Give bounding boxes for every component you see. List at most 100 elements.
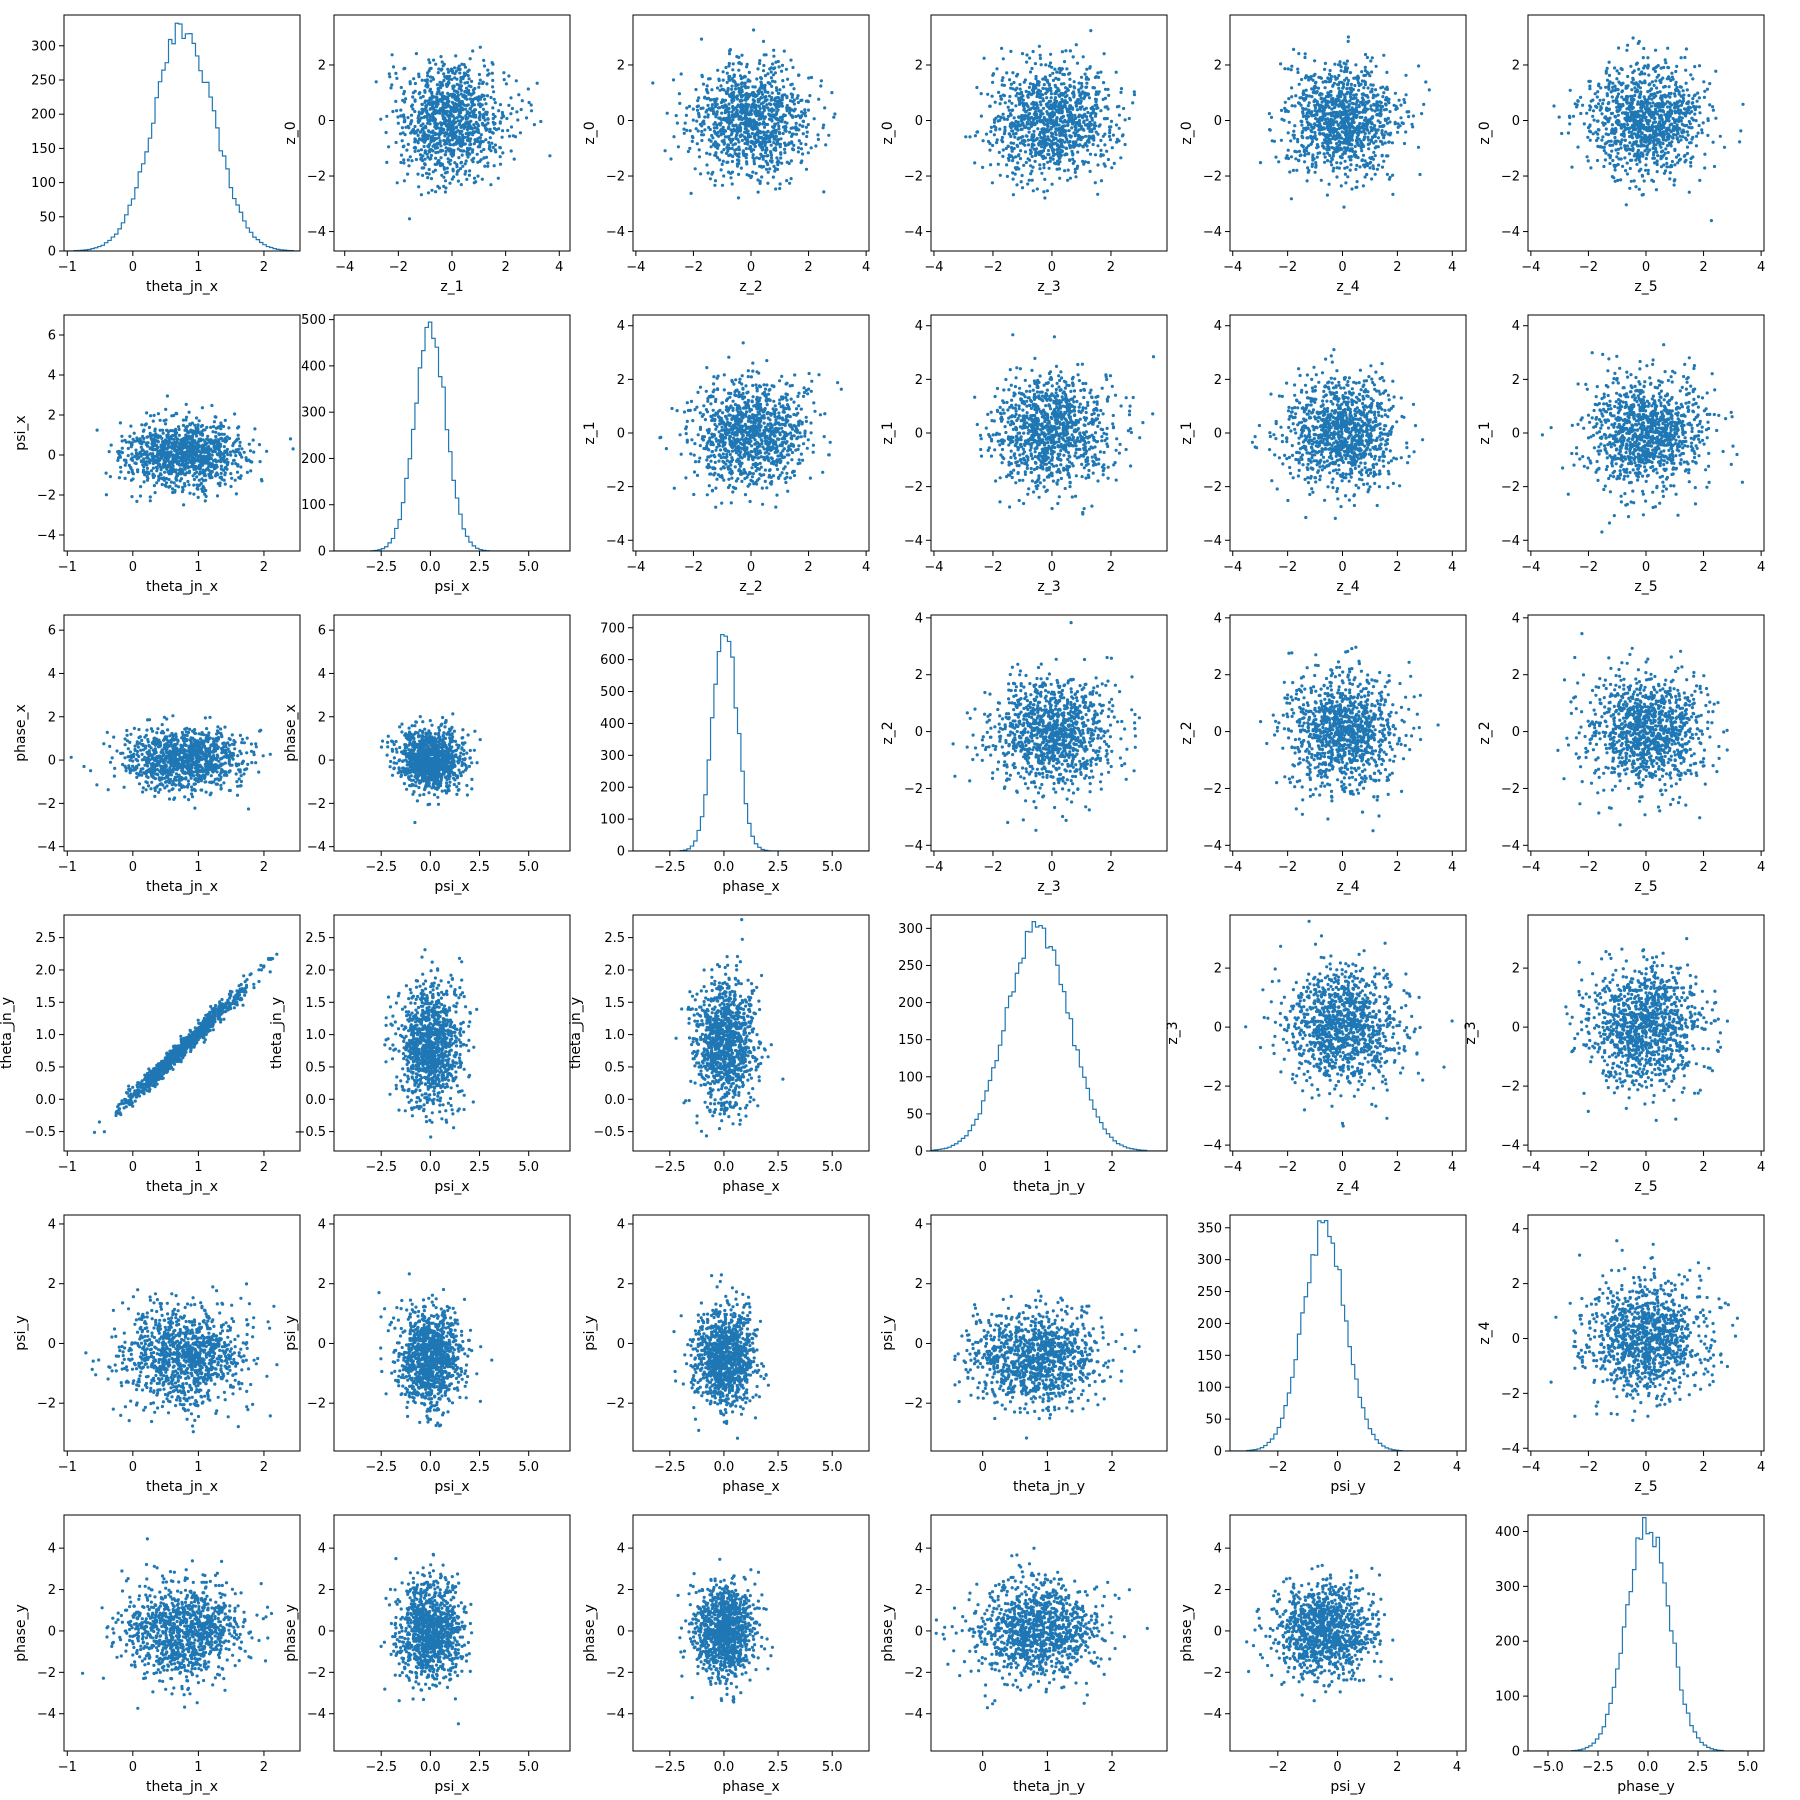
data-point [462,125,466,129]
data-point [807,76,811,80]
data-point [1059,102,1063,107]
data-point [709,145,713,149]
data-point [418,91,422,95]
data-point [1002,94,1007,98]
data-point [1611,143,1615,147]
data-point [1659,165,1664,169]
data-point [450,69,455,73]
data-point [428,157,432,161]
data-point [819,79,824,83]
data-point [735,108,739,112]
data-point [1286,148,1290,152]
data-point [1354,93,1358,97]
data-point [439,129,443,133]
data-point [1031,189,1035,193]
data-point [803,108,807,112]
data-point [724,104,729,109]
data-point [1681,96,1685,100]
data-point [1306,114,1310,119]
data-point [532,123,537,127]
data-point [1108,138,1112,142]
data-point [513,135,518,139]
data-point [719,84,723,88]
data-point [991,143,995,148]
data-point [682,131,686,135]
data-point [1089,114,1093,118]
data-point [997,90,1001,94]
data-point [763,74,768,78]
data-point [776,159,780,163]
data-point [1354,106,1358,110]
data-point [1642,46,1646,51]
data-point [1331,98,1335,102]
data-point [1356,78,1360,82]
data-point [509,96,513,100]
data-point [1009,134,1013,139]
data-point [1103,132,1107,136]
data-point [1024,160,1028,165]
data-point [455,141,459,145]
data-point [1068,176,1072,180]
data-point [1318,131,1322,135]
data-point [468,97,472,101]
data-point [1005,117,1010,121]
data-point [1020,186,1025,190]
data-point [456,66,460,70]
data-point [413,149,417,153]
data-point [1001,76,1005,80]
data-point [1296,101,1301,105]
data-point [407,164,411,168]
data-point [1341,124,1345,128]
data-point [548,154,552,158]
data-point [1364,122,1368,126]
data-point [504,82,508,86]
data-point [1085,67,1089,71]
data-point [752,159,756,163]
data-point [1033,117,1037,121]
data-point [491,85,495,89]
data-point [1061,114,1066,118]
data-point [694,87,698,92]
data-point [1368,161,1372,165]
data-point [1402,141,1407,146]
data-point [737,145,741,149]
data-point [1070,144,1074,148]
data-point [502,71,506,75]
data-point [1374,139,1378,143]
data-point [760,96,764,100]
data-point [725,90,729,95]
data-point [717,134,721,138]
data-point [817,97,821,101]
data-point [1369,59,1373,63]
data-point [1322,138,1327,142]
data-point [1330,163,1334,167]
data-point [710,133,714,138]
data-point [418,153,423,157]
data-point [1296,70,1300,75]
data-point [1024,134,1028,138]
data-point [975,130,979,134]
data-point [992,118,997,122]
data-point [1042,146,1047,150]
data-point [1337,63,1341,67]
data-point [1301,110,1305,114]
data-point [1313,72,1317,76]
data-point [1662,171,1666,175]
data-point [407,217,412,221]
data-point [761,84,766,88]
data-point [443,190,447,194]
x-tick-label: −2 [1278,260,1297,275]
data-point [1012,80,1016,85]
data-point [502,114,506,118]
data-point [727,61,731,66]
data-point [992,120,997,124]
data-point [446,102,450,106]
data-point [409,104,414,108]
data-point [699,172,703,176]
data-point [1055,143,1059,148]
data-point [438,164,443,168]
data-point [669,157,673,161]
data-point [433,125,437,129]
data-point [443,153,447,157]
data-point [1329,89,1333,94]
